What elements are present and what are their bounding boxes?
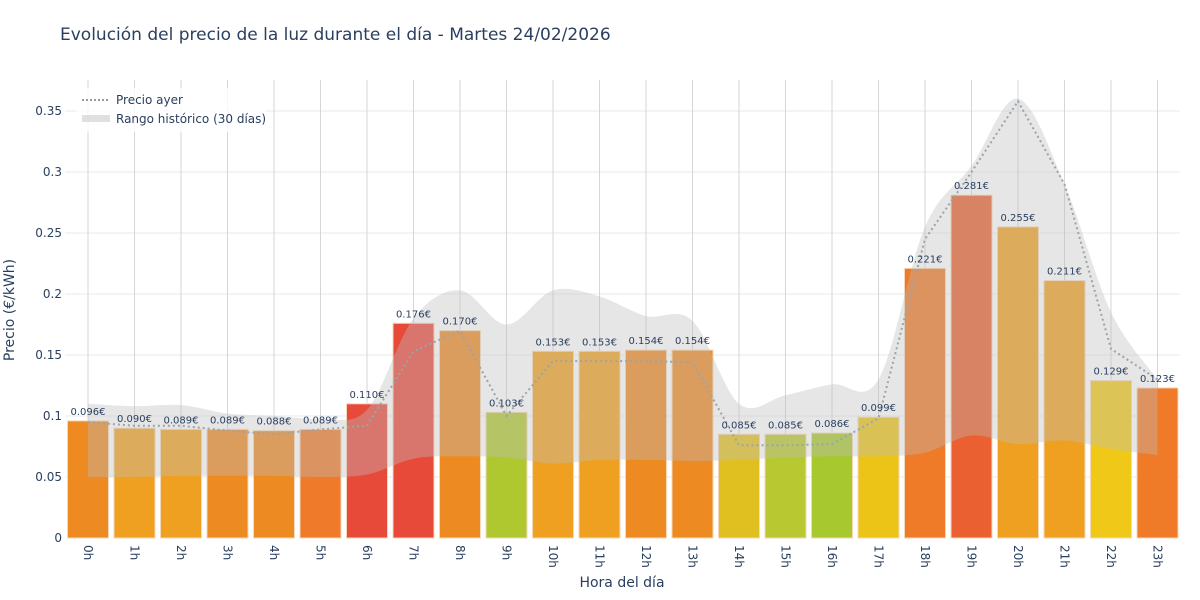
y-tick-label: 0.05: [35, 470, 62, 484]
x-tick-label: 9h: [500, 545, 514, 560]
bar-value-label: 0.221€: [908, 254, 943, 265]
bar-value-label: 0.211€: [1047, 267, 1082, 278]
historic-range-band: [88, 98, 1158, 478]
price-bar: [206, 428, 249, 539]
bar-value-label: 0.085€: [768, 420, 803, 431]
bar-value-label: 0.281€: [954, 181, 989, 192]
y-tick-label: 0.15: [35, 348, 62, 362]
bar-value-label: 0.090€: [117, 414, 152, 425]
price-bar: [439, 330, 481, 539]
y-tick-label: 0.1: [43, 409, 62, 423]
x-tick-label: 15h: [779, 545, 793, 568]
x-tick-label: 3h: [221, 545, 235, 560]
price-bar: [1090, 380, 1132, 539]
bar-value-label: 0.099€: [861, 403, 896, 414]
bar-value-label: 0.089€: [210, 415, 245, 426]
legend-item-rango-historico[interactable]: Rango histórico (30 días): [116, 112, 266, 126]
y-tick-label: 0: [54, 531, 62, 545]
bar-value-label: 0.096€: [71, 407, 106, 418]
price-bar: [532, 350, 574, 539]
price-bar: [160, 428, 202, 539]
y-tick-label: 0.25: [35, 226, 62, 240]
bar-value-label: 0.089€: [164, 415, 199, 426]
price-bar: [67, 420, 109, 539]
bar-value-label: 0.089€: [303, 415, 338, 426]
x-tick-label: 16h: [825, 545, 839, 568]
x-tick-label: 20h: [1011, 545, 1025, 568]
price-bar: [253, 430, 295, 539]
bar-value-label: 0.176€: [396, 309, 431, 320]
x-tick-label: 2h: [174, 545, 188, 560]
x-tick-label: 7h: [407, 545, 421, 560]
x-axis-title: Hora del día: [579, 575, 664, 591]
price-bar: [578, 350, 621, 539]
x-tick-label: 14h: [732, 545, 746, 568]
x-tick-label: 12h: [639, 545, 653, 568]
bar-value-label: 0.086€: [815, 419, 850, 430]
bar-value-label: 0.129€: [1094, 367, 1129, 378]
bar-value-label: 0.103€: [489, 398, 524, 409]
bar-value-label: 0.154€: [675, 336, 710, 347]
price-bar: [997, 226, 1039, 539]
x-tick-label: 22h: [1104, 545, 1118, 568]
x-tick-label: 11h: [593, 545, 607, 568]
x-tick-label: 8h: [453, 545, 467, 560]
y-axis-title: Precio (€/kWh): [2, 259, 18, 361]
legend-item-precio-ayer[interactable]: Precio ayer: [116, 93, 183, 107]
y-tick-label: 0.2: [43, 287, 62, 301]
legend[interactable]: Precio ayer Rango histórico (30 días): [76, 88, 266, 132]
x-tick-label: 1h: [128, 545, 142, 560]
bar-value-label: 0.153€: [582, 337, 617, 348]
x-tick-label: 17h: [872, 545, 886, 568]
price-bar: [764, 433, 807, 539]
price-bar: [485, 411, 528, 539]
x-tick-label: 4h: [267, 545, 281, 560]
price-bar: [299, 428, 342, 539]
x-tick-label: 23h: [1151, 545, 1165, 568]
price-bar: [1043, 280, 1086, 539]
x-tick-label: 13h: [686, 545, 700, 568]
x-tick-label: 19h: [965, 545, 979, 568]
bar-value-label: 0.154€: [629, 336, 664, 347]
x-tick-label: 18h: [918, 545, 932, 568]
y-tick-label: 0.3: [43, 165, 62, 179]
x-tick-label: 10h: [546, 545, 560, 568]
y-tick-label: 0.35: [35, 104, 62, 118]
bar-value-label: 0.170€: [443, 317, 478, 328]
legend-band-swatch: [82, 115, 110, 122]
bar-value-label: 0.085€: [722, 420, 757, 431]
bar-value-label: 0.153€: [536, 337, 571, 348]
bar-value-label: 0.088€: [257, 417, 292, 428]
price-bar: [625, 349, 667, 539]
price-bar: [904, 267, 946, 539]
bar-value-label: 0.123€: [1140, 374, 1175, 385]
x-tick-label: 21h: [1058, 545, 1072, 568]
price-bar: [950, 194, 993, 539]
price-bar: [113, 427, 156, 539]
x-tick-label: 6h: [360, 545, 374, 560]
price-bar: [392, 322, 435, 539]
price-bar: [857, 416, 900, 539]
x-tick-label: 5h: [314, 545, 328, 560]
chart-title: Evolución del precio de la luz durante e…: [60, 25, 611, 45]
price-bar: [718, 433, 760, 539]
x-tick-label: 0h: [81, 545, 95, 560]
price-bar: [1136, 387, 1179, 539]
price-bar: [671, 349, 714, 539]
bar-value-label: 0.255€: [1001, 213, 1036, 224]
bar-value-label: 0.110€: [350, 390, 385, 401]
price-bar: [811, 432, 853, 539]
